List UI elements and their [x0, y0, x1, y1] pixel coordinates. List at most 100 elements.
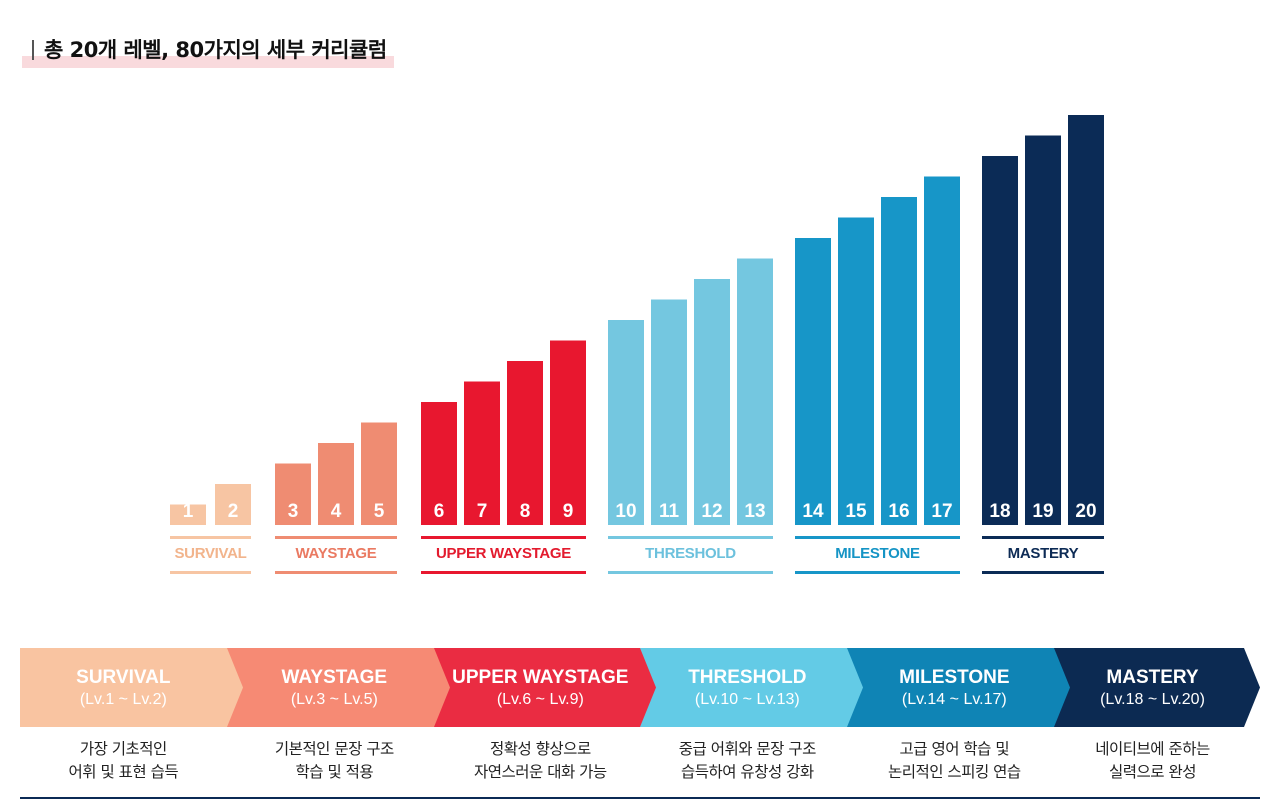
group-underline-bottom [608, 571, 773, 574]
step-range: (Lv.6 ~ Lv.9) [496, 690, 584, 708]
group-underline-top [275, 536, 397, 539]
bar-level-4 [318, 443, 354, 525]
group-label-threshold: THRESHOLD [645, 545, 736, 562]
bar-level-10 [608, 320, 644, 525]
step-name: WAYSTAGE [281, 666, 388, 688]
bar-label-14: 14 [802, 501, 824, 522]
step-range: (Lv.3 ~ Lv.5) [290, 690, 378, 708]
description-line: 고급 영어 학습 및 [899, 740, 1010, 758]
bar-level-2 [215, 484, 251, 525]
bar-label-20: 20 [1075, 501, 1096, 522]
group-underline-top [421, 536, 586, 539]
group-underline-bottom [982, 571, 1104, 574]
step-arrow-shape [640, 648, 863, 727]
bottom-divider [20, 797, 1260, 799]
group-label-mastery: MASTERY [1008, 545, 1079, 562]
group-underline-top [795, 536, 960, 539]
description-line: 학습 및 적용 [295, 763, 374, 781]
bar-label-4: 4 [331, 501, 342, 522]
level-steps: SURVIVAL (Lv.1 ~ Lv.2) WAYSTAGE (Lv.3 ~ … [20, 648, 1260, 727]
description-line: 실력으로 완성 [1109, 763, 1197, 781]
bar-label-15: 15 [845, 501, 867, 522]
bar-level-7 [464, 381, 500, 525]
bar-label-8: 8 [520, 501, 531, 522]
bar-level-5 [361, 422, 397, 525]
step-range: (Lv.18 ~ Lv.20) [1100, 690, 1205, 708]
bar-level-14 [795, 238, 831, 525]
bar-label-17: 17 [931, 501, 952, 522]
step-arrow-shape [1053, 648, 1260, 727]
bar-label-5: 5 [374, 501, 385, 522]
step-description-threshold: 중급 어휘와 문장 구조 습득하여 유창성 강화 [644, 738, 850, 788]
bar-label-6: 6 [434, 501, 445, 522]
group-underline-top [608, 536, 773, 539]
step-name: MASTERY [1106, 666, 1199, 688]
title-highlight [22, 56, 394, 68]
group-label-upper-waystage: UPPER WAYSTAGE [436, 545, 571, 562]
bar-label-1: 1 [183, 501, 194, 522]
group-label-survival: SURVIVAL [174, 545, 246, 562]
bar-level-13 [737, 258, 773, 525]
step-arrow-shape [227, 648, 450, 727]
bar-level-11 [651, 299, 687, 525]
step-arrow-shape [847, 648, 1070, 727]
group-underline-bottom [421, 571, 586, 574]
bar-level-18 [982, 156, 1018, 525]
step-description-survival: 가장 기초적인 어휘 및 표현 습득 [20, 738, 226, 788]
description-line: 가장 기초적인 [79, 740, 168, 758]
group-label-waystage: WAYSTAGE [296, 545, 377, 562]
step-name: SURVIVAL [76, 666, 171, 688]
bar-label-18: 18 [989, 501, 1010, 522]
description-line: 어휘 및 표현 습득 [68, 763, 179, 781]
bar-label-9: 9 [563, 501, 574, 522]
group-underline-top [170, 536, 251, 539]
bar-level-3 [275, 463, 311, 525]
step-name: MILESTONE [899, 666, 1010, 688]
step-description-upper-waystage: 정확성 향상으로 자연스러운 대화 가능 [437, 738, 643, 788]
bar-level-6 [421, 402, 457, 525]
description-line: 네이티브에 준하는 [1095, 740, 1210, 758]
step-upper-waystage: UPPER WAYSTAGE (Lv.6 ~ Lv.9) [433, 648, 656, 727]
group-label-milestone: MILESTONE [835, 545, 920, 562]
bar-label-7: 7 [477, 501, 488, 522]
description-line: 자연스러운 대화 가능 [473, 763, 607, 781]
step-mastery: MASTERY (Lv.18 ~ Lv.20) [1053, 648, 1260, 727]
bar-label-12: 12 [701, 501, 722, 522]
step-survival: SURVIVAL (Lv.1 ~ Lv.2) [20, 648, 243, 727]
bar-label-3: 3 [288, 501, 299, 522]
bar-level-15 [838, 217, 874, 525]
step-range: (Lv.1 ~ Lv.2) [79, 690, 167, 708]
bar-label-10: 10 [615, 501, 636, 522]
bar-level-19 [1025, 135, 1061, 525]
bar-label-11: 11 [659, 501, 680, 522]
group-underline-bottom [275, 571, 397, 574]
description-line: 중급 어휘와 문장 구조 [678, 740, 817, 758]
bar-level-1 [170, 504, 206, 525]
bar-label-2: 2 [228, 501, 239, 522]
step-description-mastery: 네이티브에 준하는 실력으로 완성 [1050, 738, 1256, 788]
step-milestone: MILESTONE (Lv.14 ~ Lv.17) [847, 648, 1070, 727]
step-waystage: WAYSTAGE (Lv.3 ~ Lv.5) [227, 648, 450, 727]
step-arrow-shape [20, 648, 243, 727]
group-underline-bottom [170, 571, 251, 574]
bar-label-13: 13 [744, 501, 765, 522]
step-arrow-shape [433, 648, 656, 727]
bar-level-20 [1068, 115, 1104, 525]
step-range: (Lv.14 ~ Lv.17) [901, 690, 1007, 708]
step-description-waystage: 기본적인 문장 구조 학습 및 적용 [231, 738, 437, 788]
title-accent-bar [32, 40, 34, 60]
bar-level-12 [694, 279, 730, 525]
bar-level-16 [881, 197, 917, 525]
bar-label-19: 19 [1032, 501, 1053, 522]
step-range: (Lv.10 ~ Lv.13) [694, 690, 800, 708]
bar-level-17 [924, 176, 960, 525]
step-description-milestone: 고급 영어 학습 및 논리적인 스피킹 연습 [851, 738, 1057, 788]
page-title-text: 총 20개 레벨, 80가지의 세부 커리큘럼 [44, 38, 387, 62]
step-threshold: THRESHOLD (Lv.10 ~ Lv.13) [640, 648, 863, 727]
description-line: 기본적인 문장 구조 [274, 740, 394, 758]
group-underline-top [982, 536, 1104, 539]
description-line: 정확성 향상으로 [489, 740, 591, 758]
step-name: THRESHOLD [688, 666, 807, 688]
bar-label-16: 16 [888, 501, 909, 522]
